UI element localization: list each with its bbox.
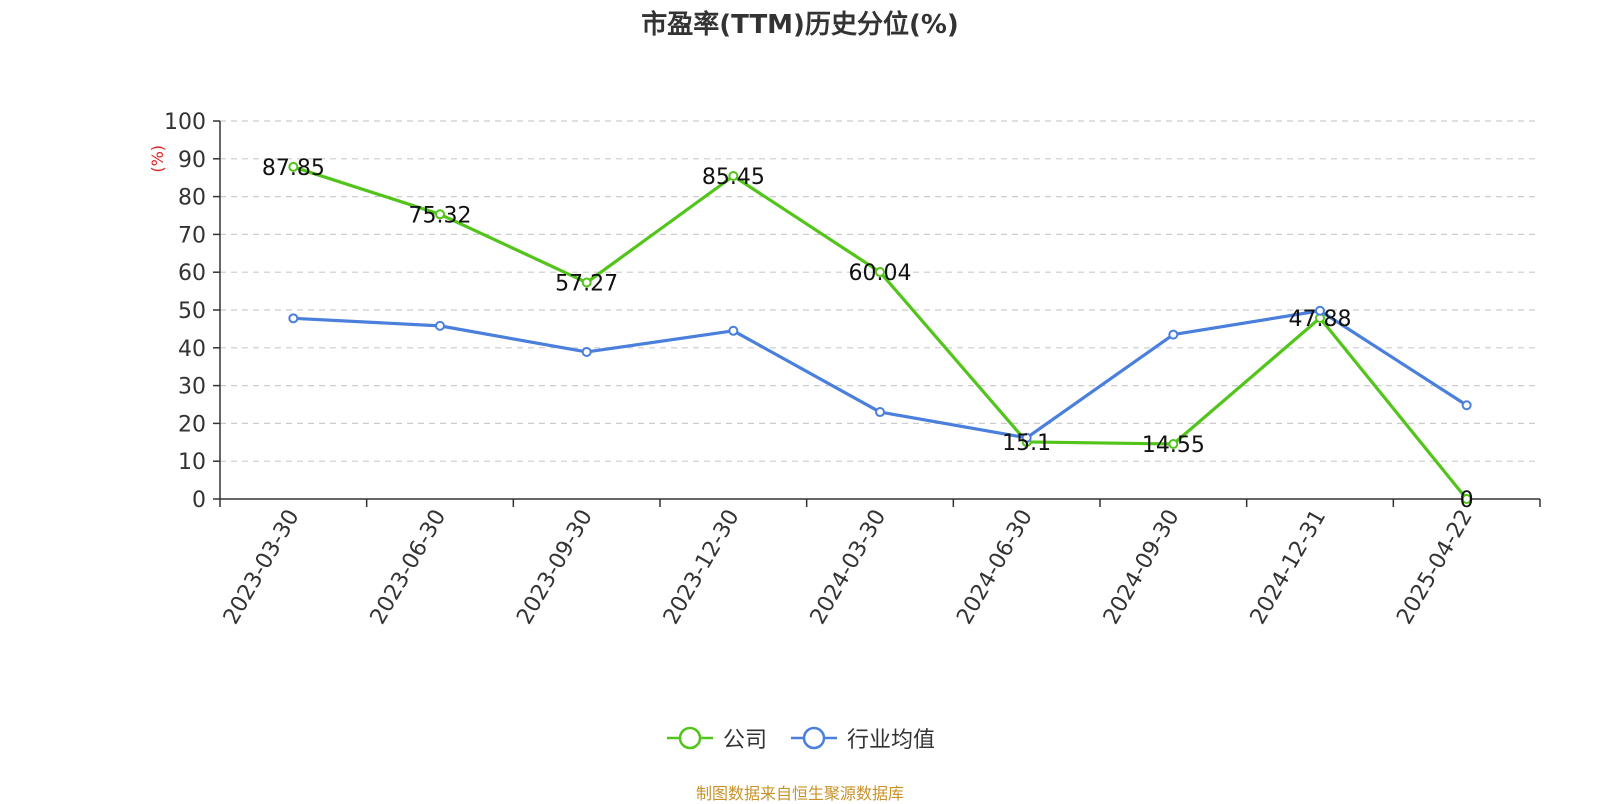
legend-marker-icon	[791, 726, 837, 750]
y-axis-label: (%)	[148, 145, 167, 173]
y-tick-label: 50	[178, 299, 206, 324]
y-tick-label: 60	[178, 261, 206, 286]
data-point	[288, 313, 299, 324]
data-point	[581, 277, 592, 288]
data-point	[288, 161, 299, 172]
series	[288, 161, 1472, 504]
y-tick-label: 70	[178, 223, 206, 248]
x-tick-label: 2024-12-31	[1246, 506, 1332, 629]
data-point	[581, 346, 592, 357]
y-tick-label: 20	[178, 412, 206, 437]
y-tick-label: 0	[192, 488, 206, 513]
data-point	[435, 209, 445, 220]
chart-title: 市盈率(TTM)历史分位(%)	[641, 10, 959, 40]
y-tick-label: 90	[178, 148, 206, 173]
y-tick-label: 40	[178, 337, 206, 362]
legend-marker-icon	[666, 726, 713, 750]
data-label: 85.45	[702, 165, 765, 190]
data-label: 75.32	[409, 203, 472, 228]
x-tick-label: 2023-12-30	[659, 506, 745, 629]
y-tick-label: 80	[178, 186, 206, 211]
data-point	[435, 320, 445, 331]
data-point	[1315, 305, 1325, 316]
data-point	[875, 267, 885, 278]
x-tick-label: 2024-03-30	[806, 506, 892, 629]
data-point	[1168, 329, 1179, 340]
legend-item[interactable]: 公司	[665, 722, 767, 754]
x-tick-label: 2025-04-22	[1392, 506, 1478, 629]
data-label: 87.85	[262, 156, 325, 181]
data-point	[1021, 432, 1032, 443]
legend-label: 行业均值	[847, 728, 936, 753]
data-label: 47.88	[1289, 307, 1352, 332]
legend: 公司 行业均值	[0, 722, 1600, 754]
x-tick-label: 2023-03-30	[219, 506, 305, 629]
data-point	[1168, 439, 1179, 450]
data-labels: 87.85 75.32 57.27 85.45 60.04 15.1 14.55 47.88 0	[262, 156, 1474, 513]
data-point	[728, 170, 739, 181]
data-point	[728, 325, 739, 336]
x-tick-label: 2023-09-30	[512, 506, 598, 629]
data-point	[1461, 494, 1472, 504]
data-label: 14.55	[1142, 433, 1205, 458]
x-tick-label: 2024-09-30	[1099, 506, 1185, 629]
x-tick-label: 2023-06-30	[366, 506, 452, 629]
data-point	[1461, 400, 1472, 411]
y-tick-label: 100	[164, 110, 206, 135]
y-tick-label: 10	[178, 450, 206, 475]
data-label: 60.04	[849, 261, 912, 286]
legend-label: 公司	[722, 728, 767, 753]
data-label: 15.1	[1002, 431, 1051, 456]
data-label: 57.27	[555, 272, 618, 297]
data-label: 0	[1460, 488, 1474, 513]
x-tick-label: 2024-06-30	[952, 506, 1038, 629]
data-point	[875, 407, 885, 418]
source-note: 制图数据来自恒生聚源数据库	[695, 784, 904, 803]
legend-item[interactable]: 行业均值	[789, 722, 935, 754]
y-tick-label: 30	[178, 375, 206, 400]
